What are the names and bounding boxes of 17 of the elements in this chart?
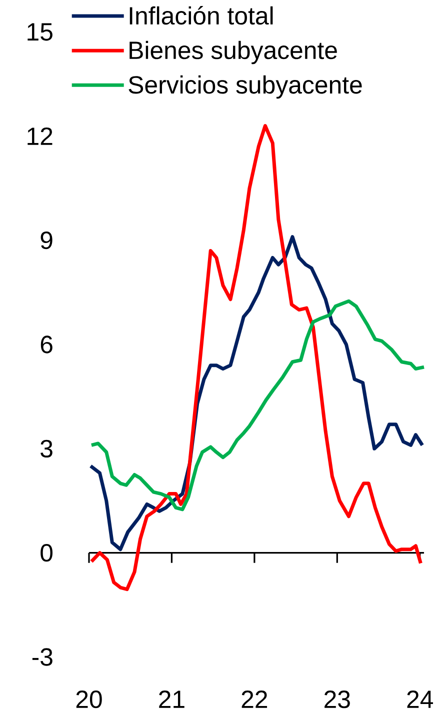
legend-label: Servicios subyacente [128, 75, 362, 99]
y-tick-label: 9 [40, 232, 52, 250]
x-tick-label: 24 [407, 690, 433, 708]
x-tick-label: 22 [242, 690, 268, 708]
x-tick-label: 23 [324, 690, 350, 708]
legend-label: Inflación total [130, 6, 273, 25]
y-tick-label: 15 [28, 23, 52, 41]
legend-label: Bienes subyacente [130, 40, 337, 64]
y-tick-label: 3 [40, 440, 52, 458]
line-series [90, 124, 422, 592]
y-tick-label: 12 [28, 127, 52, 145]
y-tick-label: 0 [40, 544, 53, 562]
y-tick-label: 6 [40, 336, 52, 354]
x-tick-label: 21 [159, 690, 184, 708]
line-series [90, 299, 426, 512]
x-tick-label: 20 [76, 690, 102, 708]
y-tick-label: -3 [32, 648, 52, 666]
